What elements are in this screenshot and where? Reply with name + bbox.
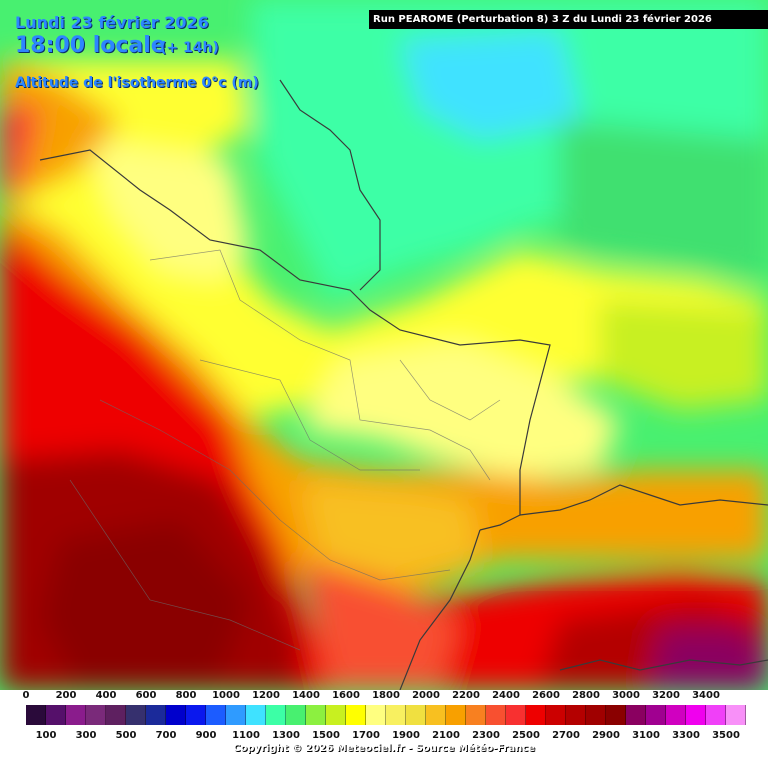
legend-label: 3000 <box>612 690 640 701</box>
legend-label: 600 <box>135 690 157 701</box>
legend-swatch <box>186 705 206 725</box>
legend-swatch <box>146 705 166 725</box>
legend-label: 900 <box>195 730 217 741</box>
legend-label: 2200 <box>452 690 480 701</box>
legend-swatch <box>426 705 446 725</box>
legend-label: 2500 <box>512 730 540 741</box>
legend-label: 1600 <box>332 690 360 701</box>
legend-swatch <box>606 705 626 725</box>
legend-swatch <box>706 705 726 725</box>
legend-label: 500 <box>115 730 137 741</box>
legend-swatch <box>626 705 646 725</box>
color-scale-legend <box>26 705 746 725</box>
legend-label: 3500 <box>712 730 740 741</box>
legend-swatch <box>386 705 406 725</box>
legend-label: 3200 <box>652 690 680 701</box>
legend-label: 2400 <box>492 690 520 701</box>
legend-swatch <box>126 705 146 725</box>
legend-label: 1700 <box>352 730 380 741</box>
legend-swatch <box>346 705 366 725</box>
forecast-time: 18:00 locale <box>15 33 166 58</box>
legend-swatch <box>566 705 586 725</box>
legend-label: 3300 <box>672 730 700 741</box>
legend-label: 400 <box>95 690 117 701</box>
copyright-text: Copyright © 2026 Meteociel.fr - Source M… <box>233 743 535 754</box>
legend-swatch <box>726 705 746 725</box>
legend-label: 300 <box>75 730 97 741</box>
legend-swatch <box>506 705 526 725</box>
legend-swatch <box>86 705 106 725</box>
legend-swatch <box>206 705 226 725</box>
legend-swatch <box>406 705 426 725</box>
parameter-title: Altitude de l'isotherme 0°c (m) <box>15 75 259 91</box>
legend-swatch <box>246 705 266 725</box>
legend-swatch <box>666 705 686 725</box>
legend-label: 2100 <box>432 730 460 741</box>
legend-label: 200 <box>55 690 77 701</box>
run-banner: Run PEAROME (Perturbation 8) 3 Z du Lund… <box>369 10 768 29</box>
legend-label: 3100 <box>632 730 660 741</box>
legend-swatch <box>286 705 306 725</box>
legend-label: 700 <box>155 730 177 741</box>
isotherm-field <box>0 0 768 690</box>
legend-label: 2300 <box>472 730 500 741</box>
legend-swatch <box>466 705 486 725</box>
legend-swatch <box>46 705 66 725</box>
legend-label: 2000 <box>412 690 440 701</box>
legend-swatch <box>66 705 86 725</box>
legend-label: 1900 <box>392 730 420 741</box>
legend-labels-bottom: 100 300 500 700 900 1100 1300 1500 1700 1900 2100 2… <box>0 730 768 744</box>
region-borders <box>69 249 501 651</box>
legend-label: 100 <box>35 730 57 741</box>
legend-label: 800 <box>175 690 197 701</box>
isotherm-map <box>0 0 768 690</box>
forecast-date: Lundi 23 février 2026 <box>15 13 209 32</box>
legend-label: 2700 <box>552 730 580 741</box>
legend-swatch <box>366 705 386 725</box>
legend-label: 1300 <box>272 730 300 741</box>
legend-swatch <box>486 705 506 725</box>
forecast-lead-time: (+ 14h) <box>160 40 219 56</box>
legend-label: 3400 <box>692 690 720 701</box>
legend-label: 2600 <box>532 690 560 701</box>
legend-swatch <box>326 705 346 725</box>
legend-label: 1500 <box>312 730 340 741</box>
legend-swatch <box>166 705 186 725</box>
legend-swatch <box>226 705 246 725</box>
legend-label: 0 <box>22 690 30 701</box>
legend-swatch <box>546 705 566 725</box>
legend-swatch <box>266 705 286 725</box>
legend-swatch <box>106 705 126 725</box>
legend-label: 1200 <box>252 690 280 701</box>
legend-label: 2800 <box>572 690 600 701</box>
legend-label: 1800 <box>372 690 400 701</box>
legend-label: 1000 <box>212 690 240 701</box>
legend-label: 1100 <box>232 730 260 741</box>
legend-labels-top: 0 200 400 600 800 1000 1200 1400 1600 1800 2000 220… <box>0 690 768 704</box>
legend-swatch <box>446 705 466 725</box>
legend-label: 2900 <box>592 730 620 741</box>
legend-swatch <box>526 705 546 725</box>
legend-swatch <box>586 705 606 725</box>
legend-label: 1400 <box>292 690 320 701</box>
legend-swatch <box>306 705 326 725</box>
country-borders <box>39 79 768 690</box>
legend-swatch <box>646 705 666 725</box>
legend-swatch <box>686 705 706 725</box>
legend-swatch <box>26 705 46 725</box>
